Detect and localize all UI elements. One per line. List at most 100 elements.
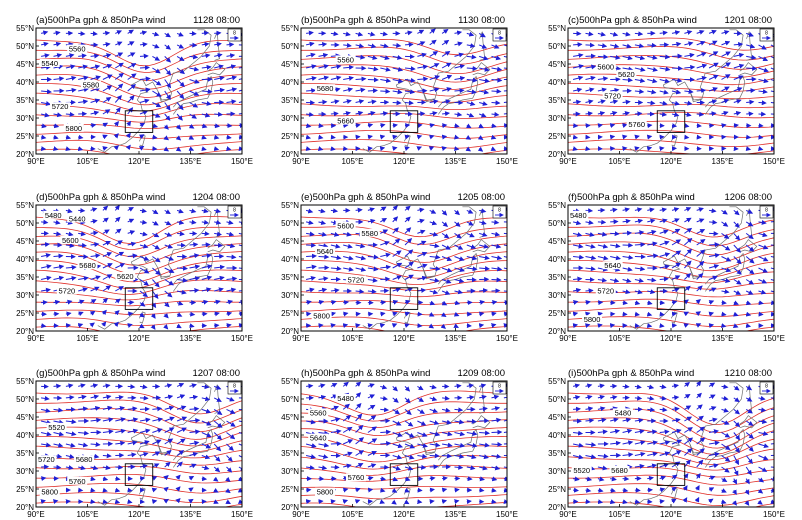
wind-vector xyxy=(708,311,715,317)
wind-vector xyxy=(745,300,752,306)
wind-vector xyxy=(318,52,329,58)
wind-vector xyxy=(114,216,121,223)
wind-vector xyxy=(477,146,484,152)
wind-vector xyxy=(53,264,65,270)
wind-vector xyxy=(367,66,379,72)
wind-vector xyxy=(770,406,774,412)
wind-vector xyxy=(305,275,316,281)
wind-vector xyxy=(343,255,354,261)
wind-vector xyxy=(90,417,102,423)
wind-vector xyxy=(404,299,411,305)
wind-vector xyxy=(380,252,391,258)
gph-contour xyxy=(301,411,507,428)
wind-vector xyxy=(708,475,716,481)
wind-vector xyxy=(115,394,124,400)
wind-vector xyxy=(342,323,349,329)
wind-vector xyxy=(478,311,485,317)
wind-vector xyxy=(102,499,108,505)
wind-vector xyxy=(491,311,497,317)
wind-vector xyxy=(343,87,354,93)
wind-vector xyxy=(721,256,732,262)
wind-vector xyxy=(343,300,350,305)
wind-vector xyxy=(367,383,375,388)
wind-vector xyxy=(330,231,340,237)
wind-vector xyxy=(355,424,364,433)
wind-vector xyxy=(634,499,641,505)
wind-vector xyxy=(696,415,704,422)
wind-vector xyxy=(41,64,52,70)
wind-vector xyxy=(53,53,63,58)
wind-vector xyxy=(53,30,61,36)
contour-label-bg xyxy=(315,84,336,93)
wind-vector xyxy=(176,438,186,445)
panel-letter: (i) xyxy=(568,368,576,379)
wind-vector xyxy=(115,240,123,246)
wind-vector xyxy=(189,90,200,96)
coastline xyxy=(629,29,744,153)
wind-vector xyxy=(733,75,744,80)
wind-vector xyxy=(330,64,342,70)
wind-vector xyxy=(622,440,634,446)
wind-vector xyxy=(404,409,412,416)
gph-contour xyxy=(301,38,507,56)
wind-vector xyxy=(429,499,435,505)
wind-vector xyxy=(479,255,490,261)
wind-vector xyxy=(214,53,223,58)
wind-vector xyxy=(115,52,124,57)
wind-vector xyxy=(238,408,242,411)
wind-vector xyxy=(634,289,643,295)
wind-vector xyxy=(647,54,658,60)
wind-vector xyxy=(78,406,89,412)
wind-vector xyxy=(466,255,478,261)
contour-label: 5760 xyxy=(628,120,645,129)
wind-vector xyxy=(454,75,466,81)
wind-vector xyxy=(684,272,692,280)
contour-label: 5760 xyxy=(348,473,365,482)
wind-vector xyxy=(164,461,171,468)
wind-vector xyxy=(684,260,692,269)
wind-vector xyxy=(758,232,768,238)
reference-vector-label: 8 xyxy=(233,384,236,390)
wind-vector xyxy=(404,420,414,427)
contour-label-bg xyxy=(315,246,336,255)
contour-label-bg xyxy=(315,487,336,496)
wind-vector xyxy=(152,90,162,97)
wind-vector xyxy=(238,290,242,292)
wind-vector xyxy=(733,123,739,129)
wind-vector xyxy=(189,463,197,469)
wind-vector xyxy=(201,208,209,214)
wind-vector xyxy=(330,208,339,214)
wind-vector xyxy=(355,381,362,387)
wind-vector xyxy=(164,32,171,38)
contour-label: 5720 xyxy=(348,276,365,285)
wind-vector xyxy=(354,499,361,504)
y-tick-label: 20°N xyxy=(548,327,566,336)
wind-vector xyxy=(479,101,488,106)
wind-vector xyxy=(465,123,472,129)
wind-vector xyxy=(610,487,616,493)
wind-vector xyxy=(238,113,242,115)
y-tick-label: 35°N xyxy=(16,273,34,282)
wind-vector xyxy=(770,487,774,493)
map-panel-b: (b)500hPa gph & 850hPa wind 1130 08:00556… xyxy=(281,15,518,166)
wind-vector xyxy=(392,227,399,234)
contour-label: 5560 xyxy=(337,55,354,64)
contour-label-bg xyxy=(36,455,57,464)
wind-vector xyxy=(189,66,200,72)
y-tick-label: 45°N xyxy=(281,60,299,69)
wind-vector xyxy=(441,232,450,239)
y-tick-label: 25°N xyxy=(16,309,34,318)
map-panel-d: (d)500hPa gph & 850hPa wind 1204 08:00548… xyxy=(16,192,253,343)
wind-vector xyxy=(733,52,745,58)
wind-vector xyxy=(175,146,182,152)
wind-vector xyxy=(152,209,159,215)
contour-label-bg xyxy=(308,408,329,417)
wind-vector xyxy=(659,218,668,224)
wind-vector xyxy=(392,134,398,140)
wind-vector xyxy=(684,237,693,246)
wind-vector xyxy=(572,442,584,448)
panel-letter: (f) xyxy=(568,192,577,203)
wind-vector xyxy=(597,219,607,225)
wind-vector xyxy=(65,42,74,47)
